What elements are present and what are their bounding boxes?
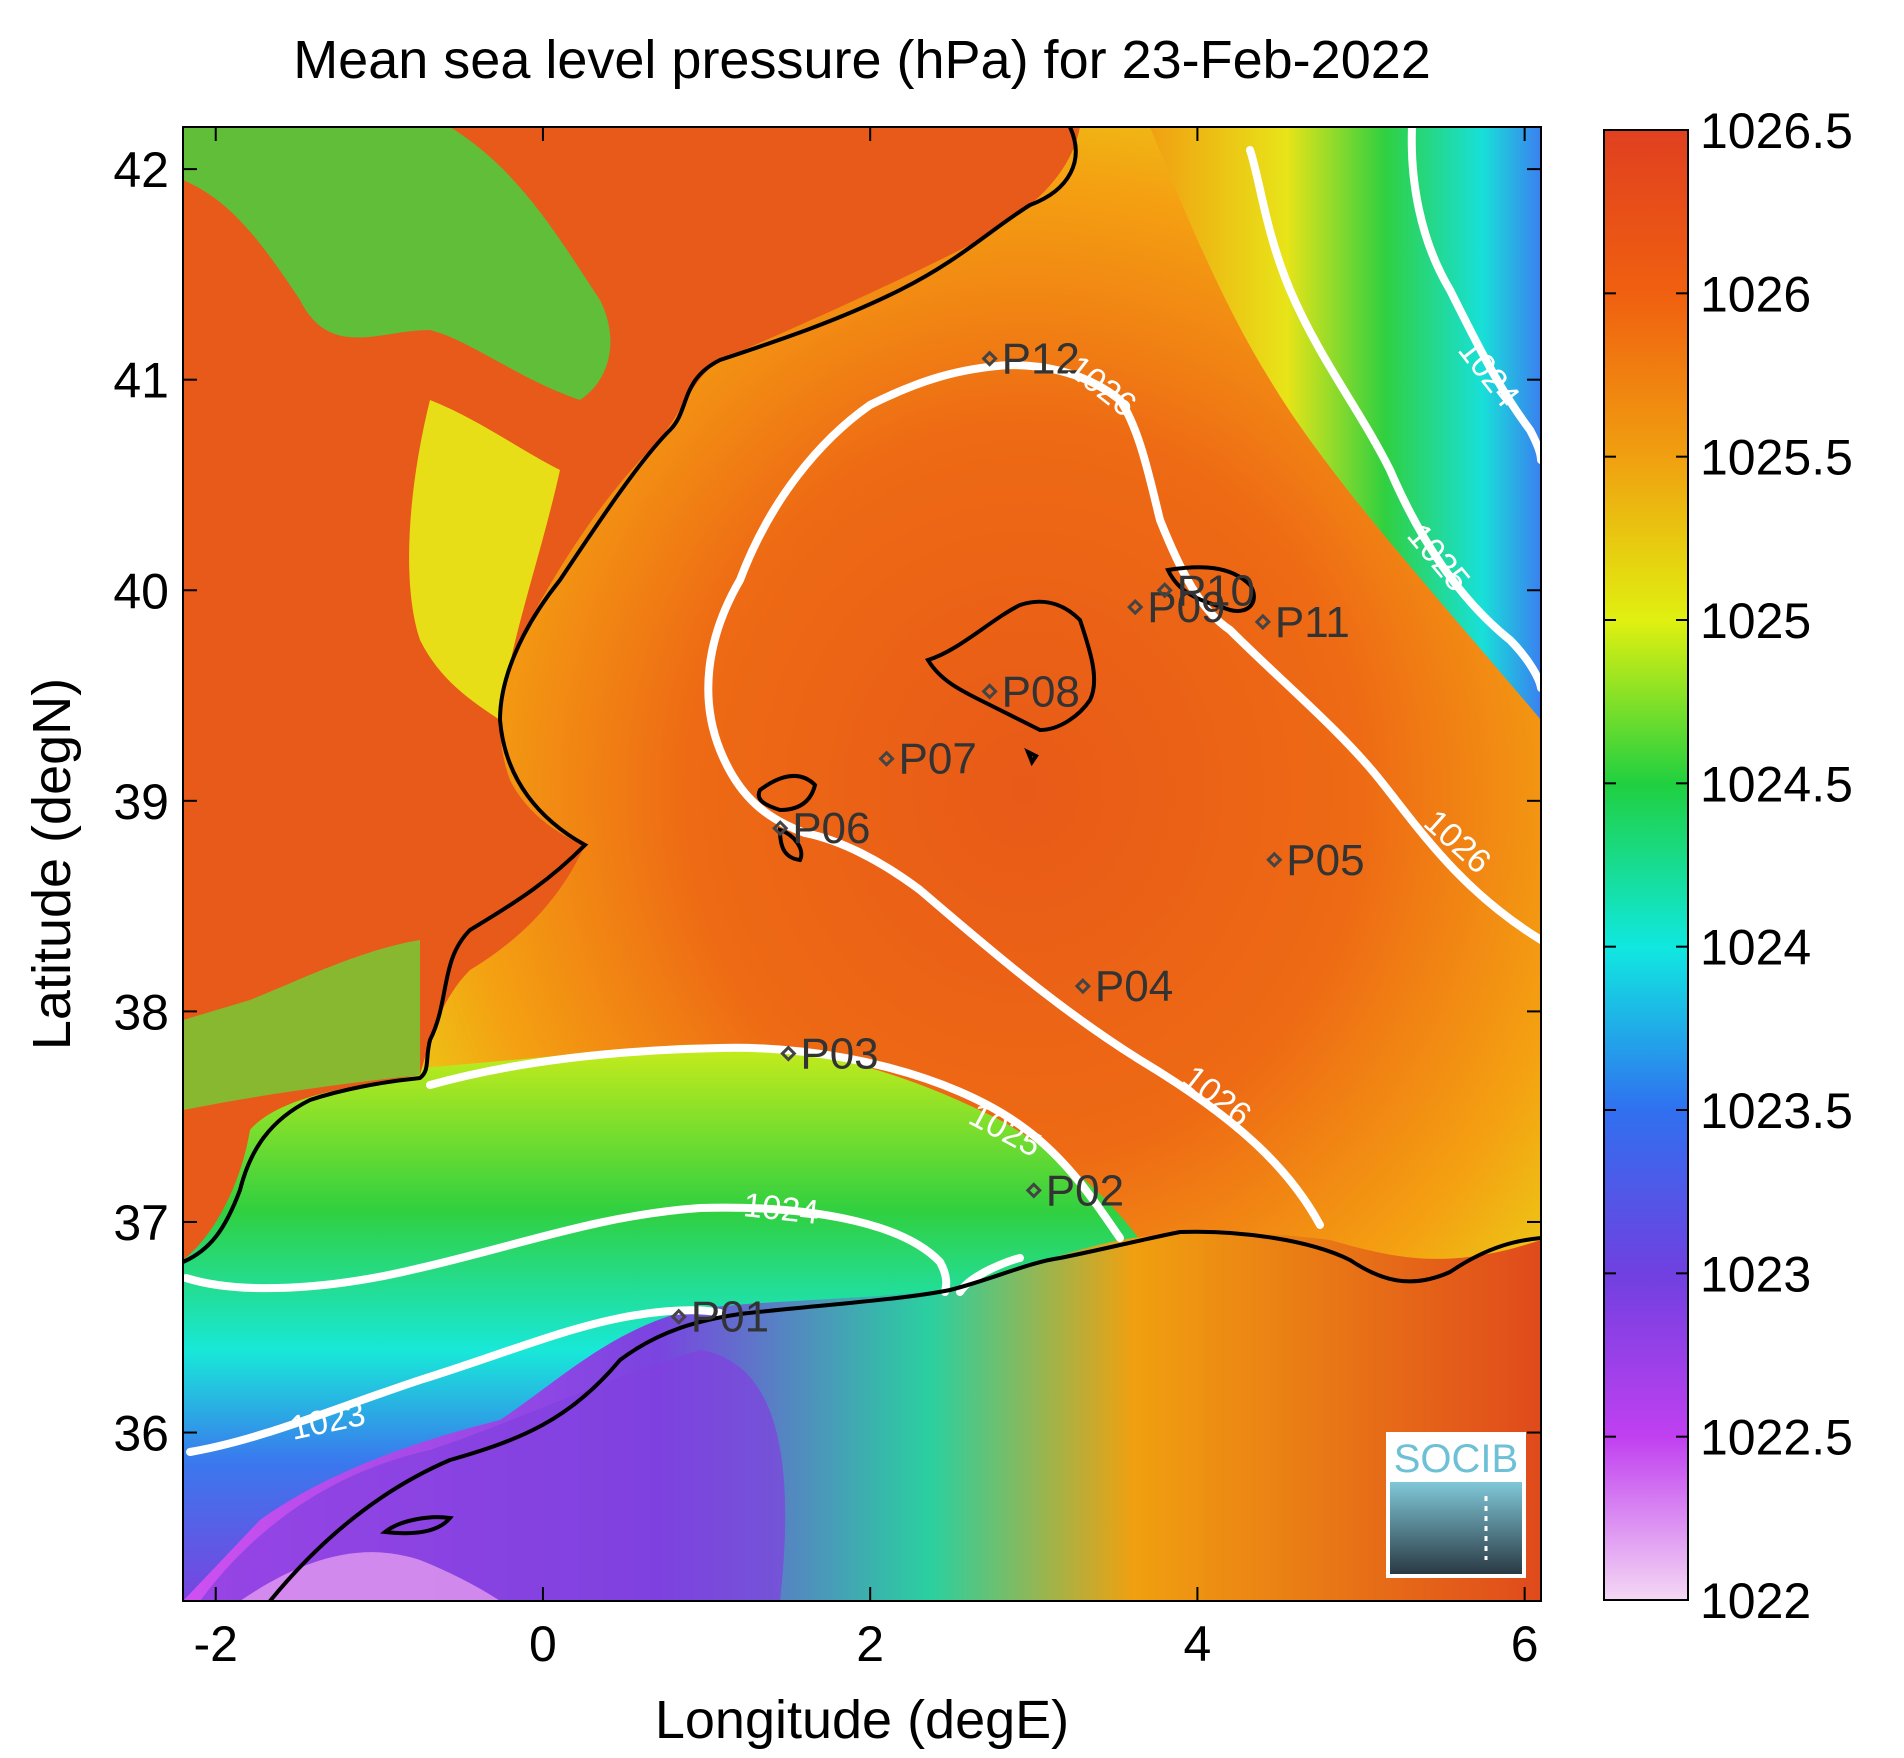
station-label: P07 xyxy=(899,735,977,784)
station-marker-icon xyxy=(981,350,998,367)
africa-pink xyxy=(240,1552,500,1601)
logo-gradient xyxy=(1390,1482,1522,1574)
station-marker-icon xyxy=(1074,978,1092,995)
colorbar-tick-label: 1025.5 xyxy=(1700,430,1853,486)
y-tick-label: 40 xyxy=(113,563,169,619)
colorbar-tick-label: 1024 xyxy=(1700,920,1811,976)
contour-1024-south xyxy=(183,1203,951,1296)
station-label: P05 xyxy=(1286,836,1364,885)
colorbar-tick-label: 1022 xyxy=(1700,1573,1811,1629)
logo-text: SOCIB xyxy=(1394,1437,1518,1481)
y-tick-label: 41 xyxy=(113,353,169,409)
y-tick-label: 36 xyxy=(113,1406,169,1462)
x-axis-label: Longitude (degE) xyxy=(655,1690,1069,1750)
plot-frame xyxy=(182,126,1542,1602)
africa-coastline xyxy=(268,1229,1541,1601)
colorbar-tick-label: 1023.5 xyxy=(1700,1083,1853,1139)
station-marker-icon xyxy=(878,750,895,767)
contour-1026-south xyxy=(801,829,1324,1229)
station-label: P06 xyxy=(792,804,870,853)
formentera-coastline xyxy=(777,827,804,863)
station-marker-icon xyxy=(1254,613,1271,630)
station-label: P11 xyxy=(1275,598,1350,647)
colorbar-tick-label: 1026 xyxy=(1700,266,1811,322)
station-label: P03 xyxy=(800,1030,878,1079)
contour-1025-ne xyxy=(1246,146,1541,692)
menorca-coastline xyxy=(1165,565,1256,613)
x-tick-label: -2 xyxy=(193,1616,237,1672)
station-marker-icon xyxy=(981,683,998,700)
contour-1026-main xyxy=(704,360,1541,944)
iberia-coastline xyxy=(183,127,1078,1264)
station-marker-icon xyxy=(780,1045,797,1062)
iberia-green-plateau xyxy=(183,127,611,400)
cabrera-coastline xyxy=(1024,747,1039,767)
station-p06: P06 xyxy=(772,804,870,853)
y-tick-label: 42 xyxy=(113,142,169,198)
x-tick-label: 6 xyxy=(1511,1616,1539,1672)
station-marker-icon xyxy=(670,1308,687,1325)
station-p11: P11 xyxy=(1254,598,1350,647)
colorbar-tick-label: 1023 xyxy=(1700,1246,1811,1302)
y-tick-label: 37 xyxy=(113,1195,169,1251)
station-label: P08 xyxy=(1002,667,1080,716)
station-marker-icon xyxy=(1025,1182,1042,1199)
iberia-green-strip2 xyxy=(183,940,420,1110)
station-label: P01 xyxy=(691,1293,769,1342)
station-p05: P05 xyxy=(1266,836,1365,885)
iberia-yellow-strip xyxy=(409,400,560,720)
station-p01: P01 xyxy=(670,1293,769,1342)
station-label: P04 xyxy=(1095,962,1173,1011)
station-label: P02 xyxy=(1046,1166,1124,1215)
station-marker-icon xyxy=(1156,582,1173,599)
colorbar xyxy=(1603,129,1689,1601)
colorbar-ticks: 1022 1022.5 1023 1023.5 1024 1024.5 1025 1025.5… xyxy=(1604,103,1853,1629)
y-axis-label: Latitude (degN) xyxy=(22,678,82,1050)
colorbar-tick-label: 1022.5 xyxy=(1700,1410,1853,1466)
africa-purple xyxy=(200,1350,786,1601)
colorbar-tick-label: 1025 xyxy=(1700,593,1811,649)
station-label: P10 xyxy=(1177,566,1255,615)
station-p04: P04 xyxy=(1074,962,1173,1011)
contour-1024-ne xyxy=(1407,127,1541,464)
station-marker-icon xyxy=(772,820,789,837)
station-marker-icon xyxy=(1266,851,1283,868)
station-p08: P08 xyxy=(981,667,1080,716)
x-tick-label: 0 xyxy=(529,1616,557,1672)
station-label: P12 xyxy=(1002,335,1080,384)
contour-1025-south xyxy=(426,1043,1124,1242)
station-p07: P07 xyxy=(878,735,977,784)
station-p10: P10 xyxy=(1156,566,1255,615)
station-marker-icon xyxy=(1127,598,1144,616)
x-tick-label: 2 xyxy=(856,1616,884,1672)
contours xyxy=(183,127,1541,1456)
colorbar-tick-label: 1026.5 xyxy=(1700,103,1853,159)
y-tick-label: 38 xyxy=(113,984,169,1040)
coastlines xyxy=(183,127,1541,1601)
station-p03: P03 xyxy=(780,1030,879,1079)
chart-title: Mean sea level pressure (hPa) for 23-Feb… xyxy=(293,30,1431,90)
mallorca-coastline xyxy=(924,599,1097,733)
axis-layer: -2 0 2 4 6 36 37 38 39 40 41 42 xyxy=(113,127,1541,1672)
station-p12: P12 xyxy=(981,335,1080,384)
x-tick-label: 4 xyxy=(1184,1616,1212,1672)
y-tick-label: 39 xyxy=(113,774,169,830)
contour-1023 xyxy=(186,1306,724,1456)
alboran-island xyxy=(379,1515,454,1536)
contour-label: 1024 xyxy=(742,1186,821,1232)
station-p02: P02 xyxy=(1025,1166,1124,1215)
colorbar-tick-label: 1024.5 xyxy=(1700,756,1853,812)
ibiza-coastline xyxy=(756,773,818,813)
socib-logo: SOCIB xyxy=(1386,1432,1526,1578)
